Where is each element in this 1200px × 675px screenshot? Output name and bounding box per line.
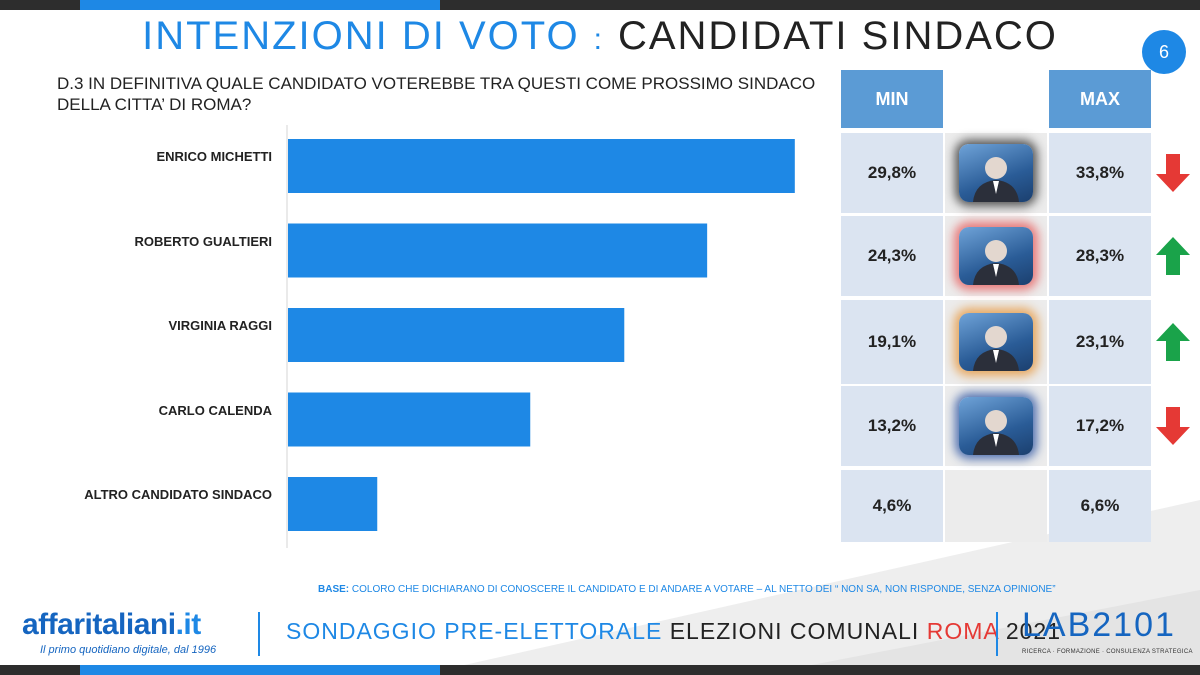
category-label: ENRICO MICHETTI (156, 149, 272, 164)
max-header: MAX (1049, 70, 1151, 128)
base-note-label: BASE: (318, 584, 350, 595)
bar (288, 308, 625, 362)
max-value-cell: 17,2% (1049, 386, 1151, 466)
bar (288, 223, 708, 278)
question-text: D.3 IN DEFINITIVA QUALE CANDIDATO VOTERE… (57, 74, 816, 114)
max-value-cell: 28,3% (1049, 216, 1151, 296)
page-number-badge: 6 (1142, 30, 1186, 74)
category-label: VIRGINIA RAGGI (168, 318, 272, 333)
survey-title-part2: ELEZIONI COMUNALI (669, 618, 920, 644)
survey-title: SONDAGGIO PRE-ELETTORALE ELEZIONI COMUNA… (286, 618, 1061, 645)
category-label: ROBERTO GUALTIERI (134, 233, 272, 249)
person-icon (973, 240, 1019, 285)
person-icon (973, 410, 1019, 455)
max-value-cell: 33,8% (1049, 133, 1151, 213)
gualtieri-photo (959, 227, 1033, 285)
max-value-cell: 6,6% (1049, 470, 1151, 542)
calenda-photo (959, 397, 1033, 455)
page-title: INTENZIONI DI VOTO: CANDIDATI SINDACO (0, 14, 1200, 59)
brand-name: affaritaliani (22, 608, 176, 641)
arrow-up-icon (1156, 237, 1190, 275)
michetti-photo (959, 144, 1033, 202)
brand-tagline: Il primo quotidiano digitale, dal 1996 (40, 644, 217, 656)
title-separator: : (593, 23, 604, 56)
base-note-text: COLORO CHE DICHIARANO DI CONOSCERE IL CA… (351, 584, 1056, 595)
bar (288, 139, 795, 193)
footer-divider-right (996, 612, 998, 656)
survey-title-part4: 2021 (1005, 618, 1062, 644)
survey-title-part3: ROMA (926, 618, 999, 644)
min-value-cell: 29,8% (841, 133, 943, 213)
lab-tagline: RICERCA · FORMAZIONE · CONSULENZA STRATE… (1022, 649, 1193, 655)
arrow-down-icon (1156, 407, 1190, 445)
min-value-cell: 19,1% (841, 300, 943, 384)
bar (288, 477, 378, 531)
lab2101-logo: LAB2101 (1022, 606, 1176, 644)
bottom-accent-strip (80, 665, 440, 675)
category-label: CARLO CALENDA (158, 402, 272, 418)
arrow-down-icon (1156, 154, 1190, 192)
title-part2: CANDIDATI SINDACO (617, 14, 1058, 58)
min-header: MIN (841, 70, 943, 128)
raggi-photo (959, 313, 1033, 371)
arrow-up-icon (1156, 323, 1190, 361)
photo-cell (945, 470, 1047, 542)
footer-divider-left (258, 612, 260, 656)
top-accent-strip (80, 0, 440, 10)
min-value-cell: 24,3% (841, 216, 943, 296)
footer: affaritaliani.it Il primo quotidiano dig… (0, 604, 1200, 664)
base-note: BASE: COLORO CHE DICHIARANO DI CONOSCERE… (318, 584, 1138, 595)
category-label: ALTRO CANDIDATO SINDACO (84, 487, 272, 502)
person-icon (973, 157, 1019, 202)
survey-title-part1: SONDAGGIO PRE-ELETTORALE (286, 618, 663, 644)
person-icon (973, 326, 1019, 371)
min-value-cell: 4,6% (841, 470, 943, 542)
title-part1: INTENZIONI DI VOTO (142, 14, 580, 58)
affaritaliani-logo: affaritaliani.it (22, 608, 201, 642)
brand-suffix: .it (175, 608, 202, 641)
min-value-cell: 13,2% (841, 386, 943, 466)
bar (288, 392, 531, 447)
top-strip (0, 0, 1200, 10)
bar-chart (286, 125, 795, 548)
bottom-strip (0, 665, 1200, 675)
max-value-cell: 23,1% (1049, 300, 1151, 384)
